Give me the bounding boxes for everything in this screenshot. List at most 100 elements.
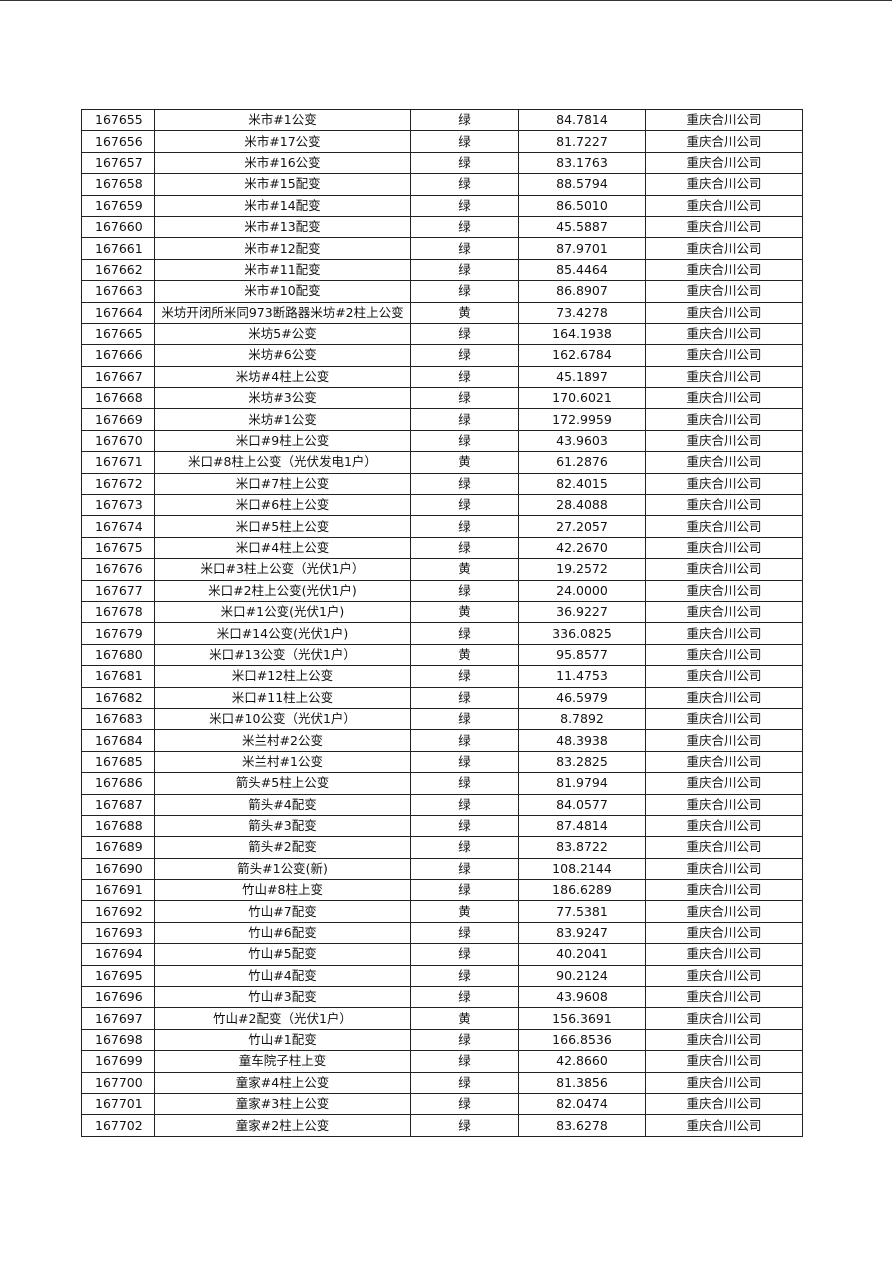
cell-transformer-name: 米市#10配变 [154, 280, 411, 303]
cell-status: 绿 [410, 429, 519, 453]
cell-row-id: 167669 [81, 408, 155, 431]
table-row: 167690 箭头#1公变(新) 绿 108.2144 重庆合川公司 [81, 857, 803, 881]
cell-row-id: 167686 [81, 772, 155, 795]
cell-value: 83.6278 [518, 1114, 646, 1137]
table-row: 167699 童车院子柱上变绿 42.8660 重庆合川公司 [81, 1050, 803, 1073]
table-row: 167682 米口#11柱上公变绿 46.5979 重庆合川公司 [81, 686, 803, 709]
cell-company: 重庆合川公司 [645, 472, 803, 496]
cell-company: 重庆合川公司 [645, 387, 803, 410]
cell-row-id: 167657 [81, 151, 155, 175]
cell-row-id: 167676 [81, 558, 155, 581]
cell-company: 重庆合川公司 [645, 643, 803, 667]
cell-status: 黄 [410, 900, 519, 923]
cell-status: 绿 [410, 986, 519, 1009]
cell-value: 42.2670 [518, 536, 646, 560]
cell-status: 绿 [410, 1092, 519, 1116]
cell-value: 83.8722 [518, 836, 646, 859]
cell-company: 重庆合川公司 [645, 130, 803, 153]
cell-status: 绿 [410, 280, 519, 303]
cell-row-id: 167655 [81, 108, 155, 132]
table-row: 167688 箭头#3配变绿 87.4814 重庆合川公司 [81, 814, 803, 838]
cell-transformer-name: 竹山#6配变 [154, 921, 411, 945]
cell-value: 83.2825 [518, 750, 646, 774]
cell-status: 绿 [410, 964, 519, 988]
cell-status: 绿 [410, 173, 519, 196]
cell-transformer-name: 箭头#4配变 [154, 793, 411, 816]
table-row: 167659 米市#14配变绿 86.5010 重庆合川公司 [81, 194, 803, 217]
cell-row-id: 167658 [81, 173, 155, 196]
cell-value: 81.7227 [518, 130, 646, 153]
cell-row-id: 167672 [81, 472, 155, 496]
cell-row-id: 167695 [81, 964, 155, 988]
table-row: 167701 童家#3柱上公变绿 82.0474 重庆合川公司 [81, 1092, 803, 1116]
cell-row-id: 167670 [81, 429, 155, 453]
cell-transformer-name: 米口#1公变(光伏1户) [154, 600, 411, 624]
cell-row-id: 167663 [81, 280, 155, 303]
cell-value: 61.2876 [518, 451, 646, 474]
cell-row-id: 167661 [81, 237, 155, 260]
cell-status: 绿 [410, 943, 519, 966]
cell-value: 28.4088 [518, 494, 646, 517]
cell-value: 43.9603 [518, 429, 646, 453]
cell-value: 172.9959 [518, 408, 646, 431]
cell-transformer-name: 竹山#5配变 [154, 943, 411, 966]
cell-status: 绿 [410, 1050, 519, 1073]
cell-transformer-name: 米口#2柱上公变(光伏1户) [154, 579, 411, 602]
cell-transformer-name: 米口#4柱上公变 [154, 536, 411, 560]
cell-value: 88.5794 [518, 173, 646, 196]
cell-row-id: 167699 [81, 1050, 155, 1073]
cell-status: 黄 [410, 643, 519, 667]
cell-company: 重庆合川公司 [645, 943, 803, 966]
cell-row-id: 167690 [81, 857, 155, 881]
table-row: 167671 米口#8柱上公变（光伏发电1户）黄 61.2876 重庆合川公司 [81, 451, 803, 474]
cell-value: 36.9227 [518, 600, 646, 624]
cell-value: 11.4753 [518, 665, 646, 688]
cell-status: 绿 [410, 622, 519, 645]
table-row: 167686 箭头#5柱上公变绿 81.9794 重庆合川公司 [81, 772, 803, 795]
cell-transformer-name: 箭头#5柱上公变 [154, 772, 411, 795]
cell-company: 重庆合川公司 [645, 964, 803, 988]
cell-company: 重庆合川公司 [645, 729, 803, 752]
cell-value: 95.8577 [518, 643, 646, 667]
table-row: 167691 竹山#8柱上变绿 186.6289 重庆合川公司 [81, 879, 803, 902]
cell-transformer-name: 箭头#1公变(新) [154, 857, 411, 881]
cell-value: 87.9701 [518, 237, 646, 260]
cell-row-id: 167666 [81, 344, 155, 367]
cell-row-id: 167679 [81, 622, 155, 645]
cell-value: 45.5887 [518, 215, 646, 239]
cell-row-id: 167660 [81, 215, 155, 239]
cell-transformer-name: 箭头#2配变 [154, 836, 411, 859]
cell-company: 重庆合川公司 [645, 1028, 803, 1052]
table-body: 167655 米市#1公变绿 84.7814 重庆合川公司 167656 米市#17公变绿… [81, 108, 803, 1137]
table-row: 167661 米市#12配变绿 87.9701 重庆合川公司 [81, 237, 803, 260]
cell-value: 108.2144 [518, 857, 646, 881]
cell-transformer-name: 竹山#8柱上变 [154, 879, 411, 902]
cell-company: 重庆合川公司 [645, 1092, 803, 1116]
table-row: 167676 米口#3柱上公变（光伏1户）黄 19.2572 重庆合川公司 [81, 558, 803, 581]
cell-status: 绿 [410, 108, 519, 132]
cell-value: 83.1763 [518, 151, 646, 175]
cell-row-id: 167659 [81, 194, 155, 217]
cell-value: 170.6021 [518, 387, 646, 410]
cell-row-id: 167697 [81, 1007, 155, 1030]
cell-value: 85.4464 [518, 258, 646, 282]
cell-transformer-name: 米市#14配变 [154, 194, 411, 217]
cell-status: 绿 [410, 344, 519, 367]
cell-company: 重庆合川公司 [645, 579, 803, 602]
cell-row-id: 167691 [81, 879, 155, 902]
table-row: 167695 竹山#4配变绿 90.2124 重庆合川公司 [81, 964, 803, 988]
table-row: 167664 米坊开闭所米同973断路器米坊#2柱上公变黄 73.4278 重庆合川公… [81, 301, 803, 324]
cell-value: 81.9794 [518, 772, 646, 795]
cell-row-id: 167682 [81, 686, 155, 709]
cell-company: 重庆合川公司 [645, 1007, 803, 1030]
table-row: 167680 米口#13公变（光伏1户）黄 95.8577 重庆合川公司 [81, 643, 803, 667]
cell-value: 77.5381 [518, 900, 646, 923]
cell-value: 84.7814 [518, 108, 646, 132]
cell-transformer-name: 童家#2柱上公变 [154, 1114, 411, 1137]
table-row: 167662 米市#11配变绿 85.4464 重庆合川公司 [81, 258, 803, 282]
cell-transformer-name: 米坊5#公变 [154, 322, 411, 346]
table-row: 167702 童家#2柱上公变绿 83.6278 重庆合川公司 [81, 1114, 803, 1137]
cell-value: 82.0474 [518, 1092, 646, 1116]
cell-company: 重庆合川公司 [645, 986, 803, 1009]
cell-status: 黄 [410, 600, 519, 624]
